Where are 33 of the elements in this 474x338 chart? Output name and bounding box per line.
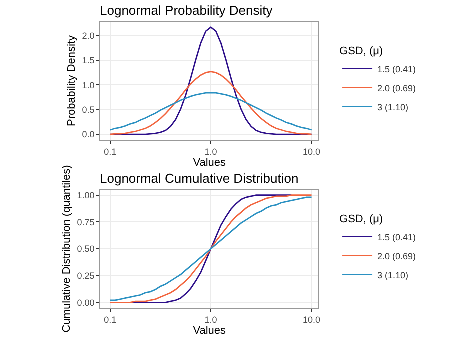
y-tick-label: 0.5 (82, 105, 95, 116)
legend-label: 3 (1.10) (378, 270, 409, 280)
y-tick-label: 0.0 (82, 130, 95, 140)
y-tick-label: 1.5 (82, 56, 95, 66)
x-axis-title: Values (193, 325, 227, 337)
y-tick-label: 0.00 (77, 298, 95, 308)
x-tick-label: 10.0 (303, 314, 321, 325)
line-series (110, 71, 312, 136)
legend-label: 3 (1.10) (378, 102, 409, 112)
legend-label: 1.5 (0.41) (378, 232, 416, 242)
y-tick-label: 0.25 (77, 270, 95, 281)
x-tick-label: 10.0 (303, 146, 321, 157)
y-tick-label: 0.50 (77, 244, 95, 254)
chart-title: Lognormal Cumulative Distribution (100, 171, 299, 186)
y-axis-title: Probability Density (66, 34, 78, 127)
legend-label: 2.0 (0.69) (378, 83, 416, 94)
y-axis-title: Cumulative Distribution (quantiles) (60, 165, 73, 333)
x-axis-title: Values (193, 157, 227, 169)
chart-title: Lognormal Probability Density (100, 3, 274, 18)
legend-label: 1.5 (0.41) (378, 64, 416, 74)
y-tick-label: 0.75 (77, 217, 95, 228)
x-tick-label: 1.0 (204, 314, 218, 325)
y-tick-label: 1.00 (77, 190, 95, 201)
line-series (110, 92, 312, 131)
y-tick-label: 2.0 (82, 30, 95, 41)
y-tick-label: 1.0 (82, 80, 95, 90)
legend-title: GSD, (μ) (340, 213, 384, 226)
legend-label: 2.0 (0.69) (378, 251, 416, 262)
legend-title: GSD, (μ) (340, 45, 384, 58)
x-tick-label: 0.1 (104, 314, 117, 325)
line-series (110, 26, 312, 136)
x-tick-label: 1.0 (204, 146, 218, 157)
x-tick-label: 0.1 (104, 146, 117, 157)
